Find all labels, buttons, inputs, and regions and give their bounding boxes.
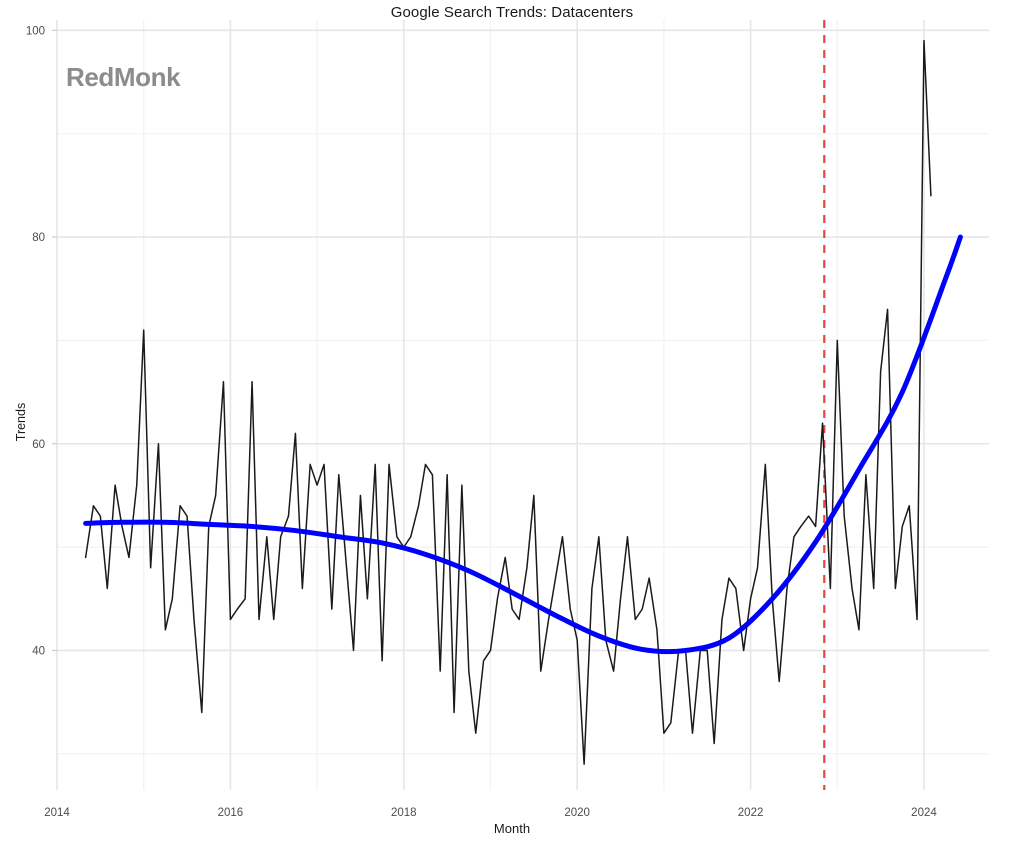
trend-line <box>83 234 963 655</box>
major-gridlines <box>56 20 989 790</box>
y-tick-label: 60 <box>32 439 45 451</box>
x-tick-labels: 2014 2016 2018 2020 2022 2024 <box>44 807 937 819</box>
y-tick-label: 100 <box>26 25 45 37</box>
x-tick-label: 2016 <box>218 807 244 819</box>
x-axis-label: Month <box>493 821 531 836</box>
page-title: Google Search Trends: Datacenters <box>390 4 634 21</box>
series-layer <box>83 39 963 765</box>
x-tick-label: 2014 <box>44 807 70 819</box>
x-tick-label: 2020 <box>564 807 590 819</box>
redmonk-watermark: RedMonk <box>66 62 181 92</box>
x-tick-label: 2024 <box>911 807 937 819</box>
y-tick-labels: 40 60 80 100 <box>26 25 57 657</box>
y-tick-label: 80 <box>32 232 45 244</box>
x-tick-label: 2018 <box>391 807 417 819</box>
y-tick-label: 40 <box>32 645 45 657</box>
data-line <box>84 39 932 765</box>
x-tick-label: 2022 <box>738 807 764 819</box>
minor-gridlines <box>57 20 989 790</box>
